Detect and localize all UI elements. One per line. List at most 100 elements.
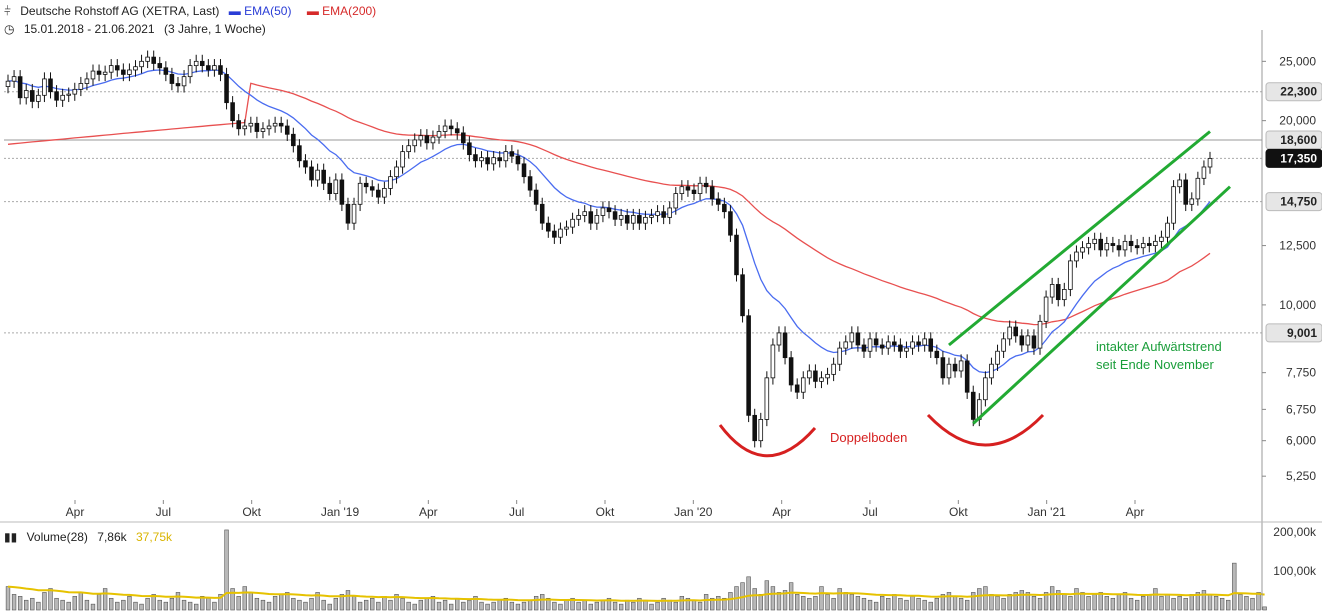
candle-body: [697, 182, 703, 194]
candle-body: [284, 125, 290, 135]
volume-bar: [181, 599, 187, 611]
volume-bar: [661, 597, 666, 611]
volume-bar: [121, 599, 126, 611]
candle-body: [339, 179, 345, 205]
ema50-legend: ▬ EMA(50): [228, 4, 292, 18]
volume-bar: [1183, 597, 1188, 611]
volume-bar: [17, 596, 23, 611]
candle-body: [394, 166, 399, 178]
candle-body: [624, 215, 630, 224]
volume-bar: [357, 601, 363, 611]
candle-body: [163, 67, 169, 75]
candle-body: [898, 344, 903, 352]
volume-bar: [42, 592, 47, 611]
volume-bar: [90, 603, 96, 611]
volume-bar: [1049, 586, 1055, 611]
candle-body: [272, 122, 278, 127]
candle-body: [1207, 158, 1213, 168]
volume-bar: [1207, 594, 1213, 611]
volume-bar: [631, 601, 636, 611]
volume-bar: [649, 603, 654, 611]
volume-bar: [861, 597, 867, 611]
candle-body: [461, 132, 466, 144]
candle-body: [594, 215, 600, 224]
volume-bar: [139, 603, 144, 611]
candle-body: [910, 341, 915, 349]
volume-bar: [24, 599, 29, 611]
volume-bar: [782, 590, 788, 611]
candle-body: [649, 215, 654, 218]
price-tag-label: 17,350: [1280, 151, 1317, 165]
candle-body: [989, 363, 994, 379]
candle-body: [133, 66, 138, 71]
volume-bar: [1262, 606, 1267, 611]
chart-title-row: ⫩ Deutsche Rohstoff AG (XETRA, Last) ▬ E…: [4, 4, 388, 19]
candle-body: [1013, 326, 1019, 337]
time-tick-label: Apr: [1126, 505, 1145, 519]
candle-body: [412, 139, 418, 147]
candle-body: [873, 338, 879, 346]
ema50-line: [7, 69, 1211, 374]
candle-body: [406, 145, 411, 153]
volume-bar: [163, 601, 169, 611]
volume-bar: [703, 594, 709, 611]
price-tag: [1265, 323, 1322, 343]
volume-bar: [879, 596, 885, 611]
candle-body: [327, 182, 333, 194]
volume-bar: [746, 576, 751, 611]
volume-bar: [497, 599, 502, 611]
volume-bar: [904, 599, 909, 611]
volume-bar: [509, 601, 515, 611]
volume-bar: [1031, 596, 1037, 611]
volume-bar: [151, 594, 156, 611]
candle-body: [1037, 320, 1043, 349]
candle-body: [752, 414, 757, 442]
volume-bar: [48, 588, 53, 611]
chart-range-row: ◷ 15.01.2018 - 21.06.2021 (3 Jahre, 1 Wo…: [4, 22, 272, 36]
candle-body: [916, 341, 921, 346]
candle-body: [934, 350, 940, 359]
candle-body: [564, 226, 569, 230]
candle-body: [885, 341, 891, 349]
volume-bar: [831, 597, 836, 611]
candle-body: [722, 203, 727, 213]
candle-body: [376, 189, 381, 198]
volume-bar: [1068, 596, 1073, 611]
volume-bar: [1062, 594, 1067, 611]
volume-bar: [1128, 597, 1134, 611]
candle-body: [108, 65, 114, 73]
candle-body: [151, 56, 156, 64]
volume-bar: [145, 597, 150, 611]
bar-chart-icon: ▮▮: [4, 530, 18, 544]
candle-body: [388, 176, 393, 189]
volume-bar: [588, 603, 593, 611]
candle-body: [17, 76, 23, 99]
candlesticks: [5, 50, 1213, 448]
candle-body: [1092, 238, 1097, 244]
candle-body: [254, 122, 260, 132]
volume-bar: [230, 588, 235, 611]
volume-bar: [795, 594, 800, 611]
price-tick-label: 6,750: [1286, 402, 1316, 416]
candle-body: [813, 370, 818, 382]
candle-body: [48, 78, 53, 93]
volume-bar: [394, 594, 399, 611]
candle-body: [400, 151, 405, 168]
volume-bar: [788, 582, 794, 611]
volume-bar: [157, 599, 162, 611]
volume-bar: [946, 592, 952, 611]
candle-body: [230, 102, 235, 122]
candle-body: [546, 222, 551, 232]
candle-body: [454, 128, 460, 134]
candle-body: [879, 344, 885, 349]
candle-body: [600, 207, 606, 216]
volume-bar: [418, 599, 423, 611]
candle-body: [1171, 186, 1176, 224]
candle-body: [479, 157, 484, 162]
candle-body: [30, 90, 35, 102]
volume-bar: [236, 596, 241, 611]
annotations: intakter Aufwärtstrend seit Ende November…: [718, 339, 1222, 458]
candle-body: [321, 169, 326, 184]
candle-body: [928, 338, 934, 352]
candle-body: [1140, 243, 1146, 249]
